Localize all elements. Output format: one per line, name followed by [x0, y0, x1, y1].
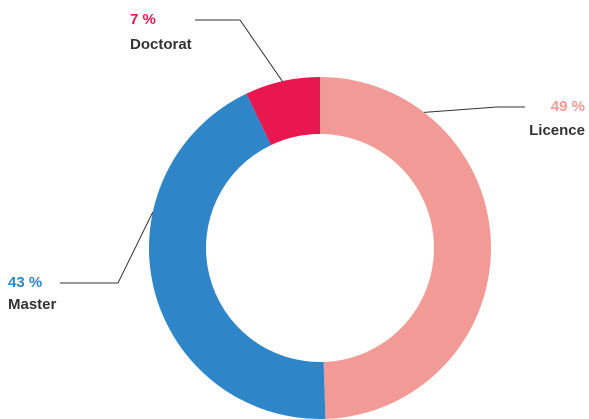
slice: [149, 93, 326, 419]
slice: [320, 77, 492, 419]
slice: [246, 77, 320, 146]
value-label: 43 %: [8, 274, 42, 291]
leader-line: [424, 106, 525, 113]
value-label: 49 %: [551, 98, 585, 115]
leader-line: [195, 19, 283, 82]
value-label: 7 %: [130, 11, 156, 28]
category-label: Doctorat: [130, 36, 192, 53]
category-label: Licence: [529, 122, 585, 139]
leader-line: [60, 211, 154, 284]
category-label: Master: [8, 296, 57, 313]
